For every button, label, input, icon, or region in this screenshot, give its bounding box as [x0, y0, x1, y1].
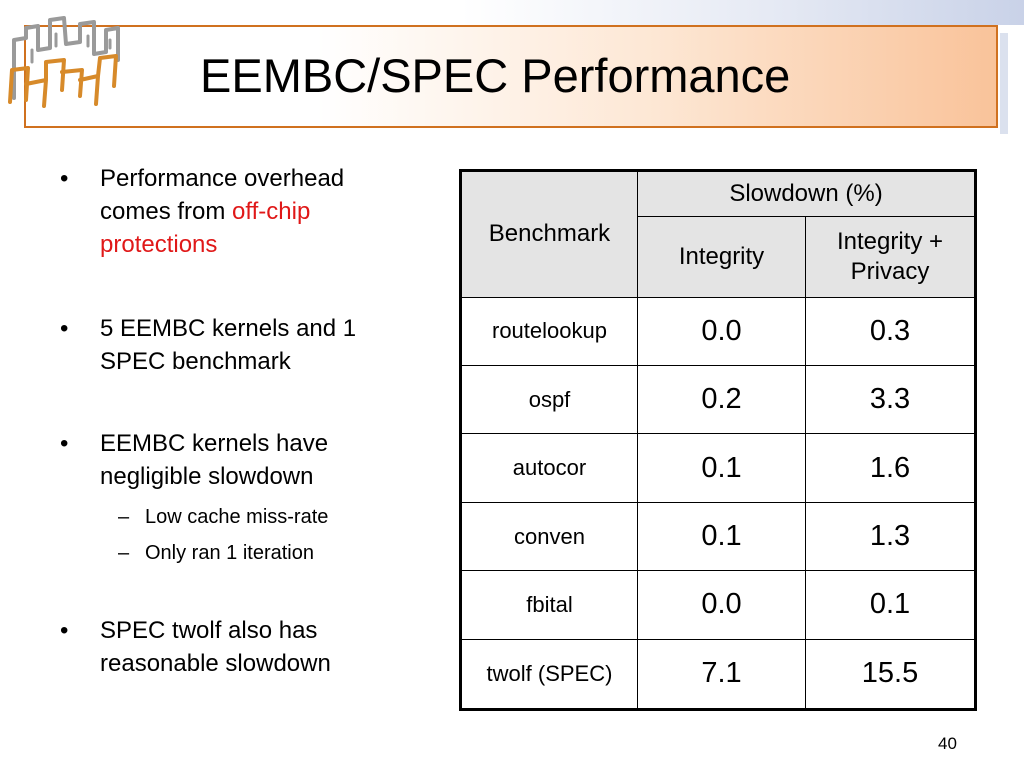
cell-integrity-privacy: 1.3 — [806, 502, 976, 570]
cell-integrity: 0.1 — [638, 434, 806, 502]
bullet-dot: • — [60, 614, 80, 647]
table-header-row: Benchmark Slowdown (%) — [461, 171, 976, 217]
cell-benchmark: routelookup — [461, 297, 638, 365]
cell-benchmark: twolf (SPEC) — [461, 639, 638, 709]
bullet-dot: • — [60, 427, 80, 460]
cell-integrity: 0.0 — [638, 571, 806, 639]
bullet-text: EEMBC kernels have negligible slowdown — [100, 427, 420, 493]
top-gradient-strip — [0, 0, 1024, 25]
header-benchmark: Benchmark — [461, 171, 638, 298]
bullet-text: SPEC twolf also has reasonable slowdown — [100, 614, 420, 680]
sub-bullet-text: Only ran 1 iteration — [145, 540, 314, 566]
bullet-dot: • — [60, 162, 80, 195]
sub-bullet-dash: – — [118, 504, 129, 530]
slide-title: EEMBC/SPEC Performance — [200, 47, 790, 105]
table-row: conven 0.1 1.3 — [461, 502, 976, 570]
cell-integrity: 0.0 — [638, 297, 806, 365]
table-row: ospf 0.2 3.3 — [461, 366, 976, 434]
page-number: 40 — [938, 734, 957, 754]
header-integrity-privacy: Integrity + Privacy — [806, 217, 976, 297]
cell-integrity-privacy: 0.3 — [806, 297, 976, 365]
cell-integrity: 0.2 — [638, 366, 806, 434]
table-row: twolf (SPEC) 7.1 15.5 — [461, 639, 976, 709]
header-slowdown: Slowdown (%) — [638, 171, 976, 217]
table-row: routelookup 0.0 0.3 — [461, 297, 976, 365]
cell-integrity-privacy: 15.5 — [806, 639, 976, 709]
cell-integrity: 7.1 — [638, 639, 806, 709]
slowdown-table: Benchmark Slowdown (%) Integrity Integri… — [459, 169, 977, 711]
cell-integrity-privacy: 0.1 — [806, 571, 976, 639]
table-row: autocor 0.1 1.6 — [461, 434, 976, 502]
cell-integrity-privacy: 3.3 — [806, 366, 976, 434]
cell-benchmark: conven — [461, 502, 638, 570]
sub-bullet-dash: – — [118, 540, 129, 566]
cell-benchmark: autocor — [461, 434, 638, 502]
header-integrity: Integrity — [638, 217, 806, 297]
cell-benchmark: ospf — [461, 366, 638, 434]
bullet-text: 5 EEMBC kernels and 1 SPEC benchmark — [100, 312, 420, 378]
cell-integrity-privacy: 1.6 — [806, 434, 976, 502]
cell-benchmark: fbital — [461, 571, 638, 639]
bullet-dot: • — [60, 312, 80, 345]
city-skyline-logo — [6, 10, 131, 110]
cell-integrity: 0.1 — [638, 502, 806, 570]
table-row: fbital 0.0 0.1 — [461, 571, 976, 639]
bullet-text: Performance overhead comes from off-chip… — [100, 162, 420, 261]
sub-bullet-text: Low cache miss-rate — [145, 504, 328, 530]
title-band-shadow — [1000, 33, 1008, 134]
